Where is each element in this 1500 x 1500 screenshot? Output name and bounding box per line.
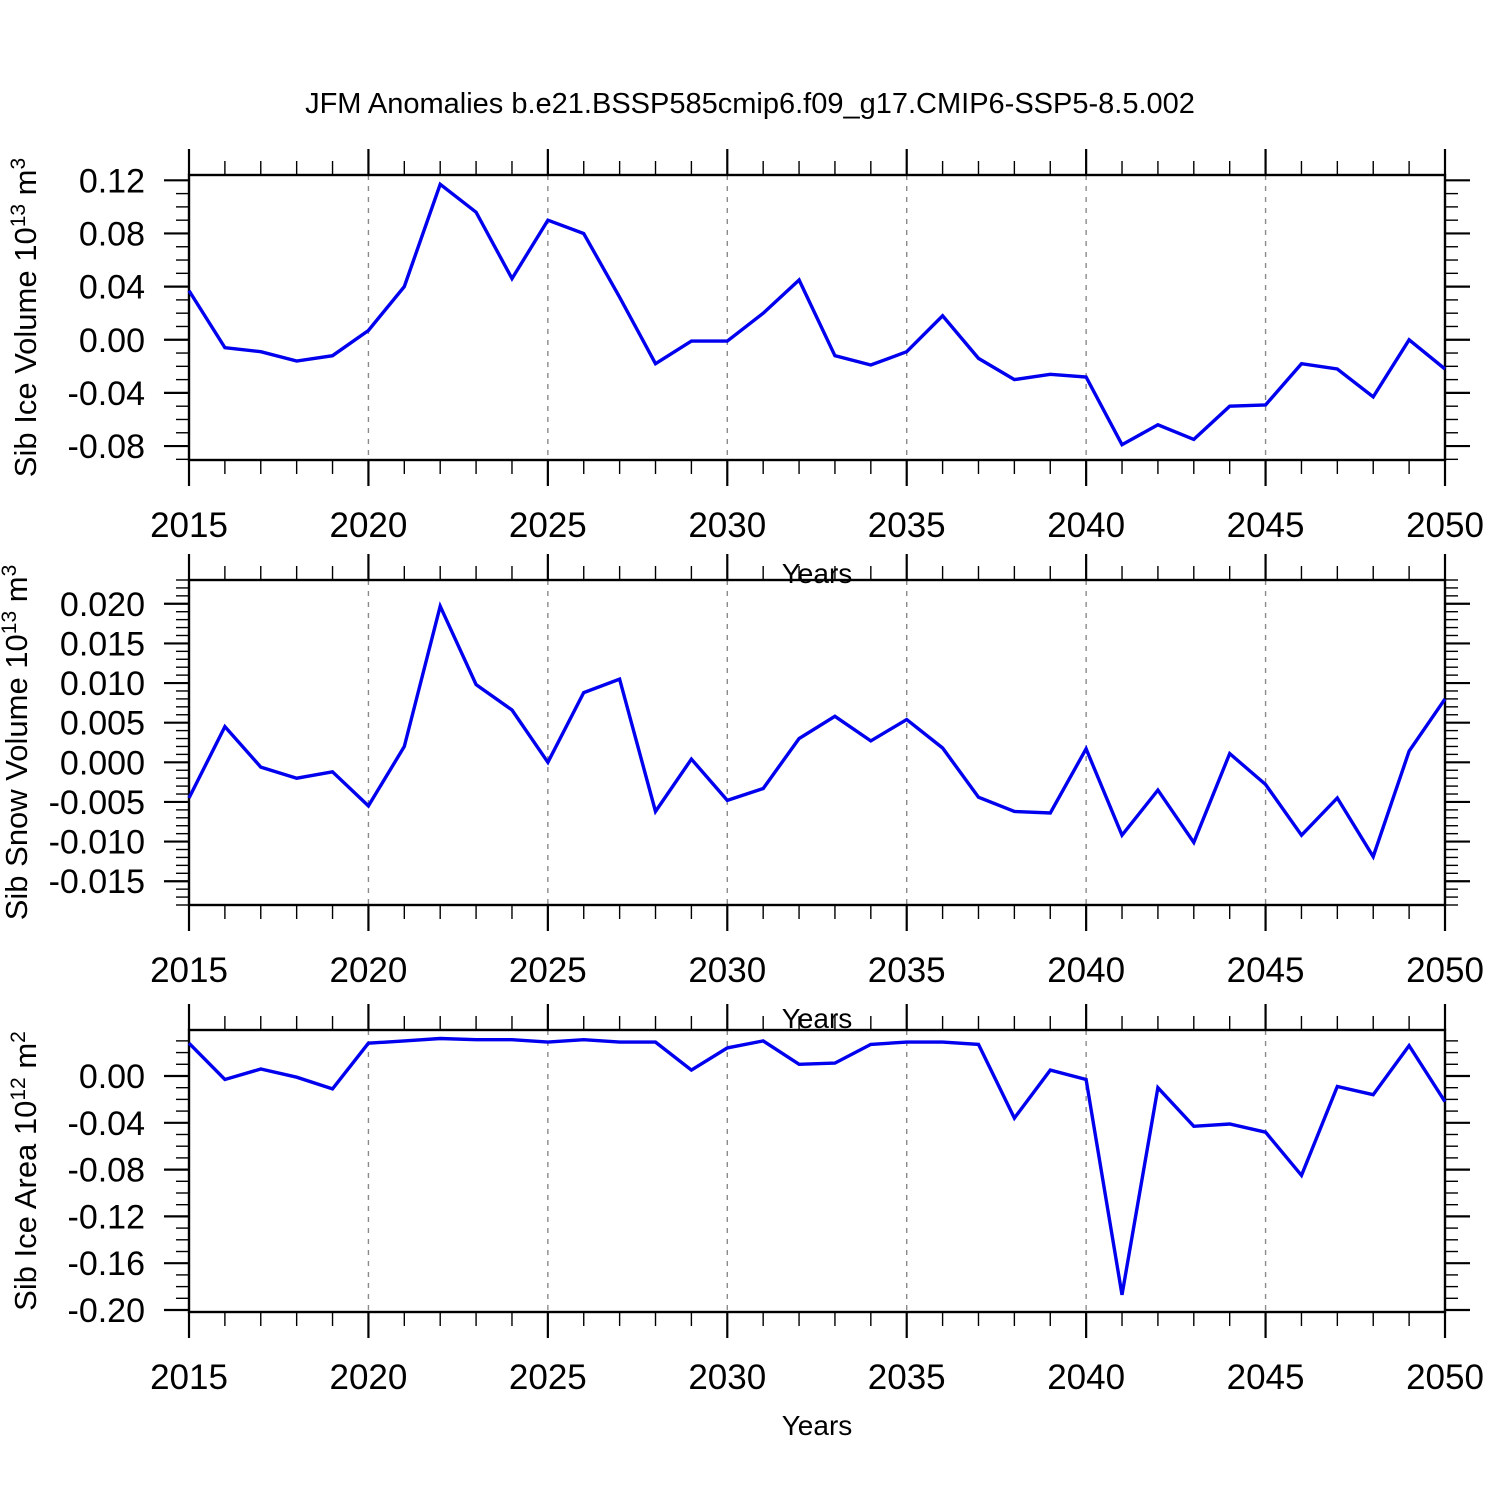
x-tick-label: 2050: [1406, 951, 1484, 990]
x-tick-label: 2035: [868, 506, 946, 545]
x-tick-label: 2050: [1406, 1358, 1484, 1397]
x-tick-label: 2040: [1047, 951, 1125, 990]
x-tick-label: 2035: [868, 1358, 946, 1397]
x-tick-label: 2040: [1047, 506, 1125, 545]
sib-ice-area-plot-frame: [187, 1028, 1447, 1314]
x-tick-label: 2045: [1227, 1358, 1305, 1397]
x-tick-label: 2030: [688, 1358, 766, 1397]
y-tick-label: 0.005: [60, 705, 145, 743]
y-tick-label: 0.08: [79, 215, 145, 253]
x-tick-label: 2025: [509, 951, 587, 990]
y-tick-label: 0.00: [79, 1058, 145, 1096]
y-tick-label: 0.00: [79, 322, 145, 360]
sib-ice-volume-xlabel: Years: [782, 558, 853, 589]
x-tick-label: 2020: [329, 951, 407, 990]
sib-ice-volume-plot-frame: [187, 173, 1447, 462]
x-tick-label: 2025: [509, 1358, 587, 1397]
x-tick-label: 2030: [688, 951, 766, 990]
x-tick-label: 2020: [329, 506, 407, 545]
sib-ice-area-series-line: [187, 1036, 1447, 1296]
sib-ice-volume-series-line: [187, 181, 1447, 448]
y-tick-label: 0.015: [60, 625, 145, 663]
x-tick-label: 2045: [1227, 506, 1305, 545]
x-tick-label: 2045: [1227, 951, 1305, 990]
sib-snow-volume-panel: 0.0200.0150.0100.0050.000-0.005-0.010-0.…: [0, 554, 1484, 1034]
y-tick-label: -0.04: [68, 1105, 146, 1143]
x-tick-label: 2015: [150, 506, 228, 545]
x-tick-label: 2015: [150, 951, 228, 990]
y-tick-label: 0.12: [79, 162, 145, 200]
y-tick-label: 0.010: [60, 665, 145, 703]
y-tick-label: 0.020: [60, 586, 145, 624]
y-tick-label: -0.20: [68, 1292, 146, 1330]
chart-title: JFM Anomalies b.e21.BSSP585cmip6.f09_g17…: [305, 88, 1195, 120]
y-tick-label: 0.04: [79, 269, 145, 307]
y-tick-label: -0.08: [68, 1152, 146, 1190]
sib-snow-volume-series-line: [187, 601, 1447, 861]
x-tick-label: 2020: [329, 1358, 407, 1397]
x-tick-label: 2040: [1047, 1358, 1125, 1397]
y-tick-label: -0.08: [68, 428, 146, 466]
sib-snow-volume-plot-frame: [187, 578, 1447, 907]
x-tick-label: 2050: [1406, 506, 1484, 545]
y-tick-label: -0.010: [49, 824, 145, 862]
sib-ice-volume-panel: 0.12 0.08 0.04 0.00 -0.04 -0.08 2015 2020 2025 20…: [7, 149, 1484, 589]
sib-ice-volume-ylabel: Sib Ice Volume 1013 m3: [7, 158, 43, 477]
y-tick-label: -0.16: [68, 1245, 146, 1283]
y-tick-label: -0.04: [68, 375, 146, 413]
x-tick-label: 2025: [509, 506, 587, 545]
sib-ice-area-ylabel: Sib Ice Area 1012 m2: [7, 1031, 43, 1311]
y-tick-label: 0.000: [60, 744, 145, 782]
x-tick-label: 2030: [688, 506, 766, 545]
x-tick-label: 2035: [868, 951, 946, 990]
sib-ice-area-xlabel: Years: [782, 1410, 853, 1441]
sib-snow-volume-ylabel: Sib Snow Volume 1013 m3: [0, 565, 34, 921]
y-tick-label: -0.005: [49, 784, 145, 822]
y-tick-label: -0.015: [49, 863, 145, 901]
y-tick-label: -0.12: [68, 1198, 146, 1236]
x-tick-label: 2015: [150, 1358, 228, 1397]
